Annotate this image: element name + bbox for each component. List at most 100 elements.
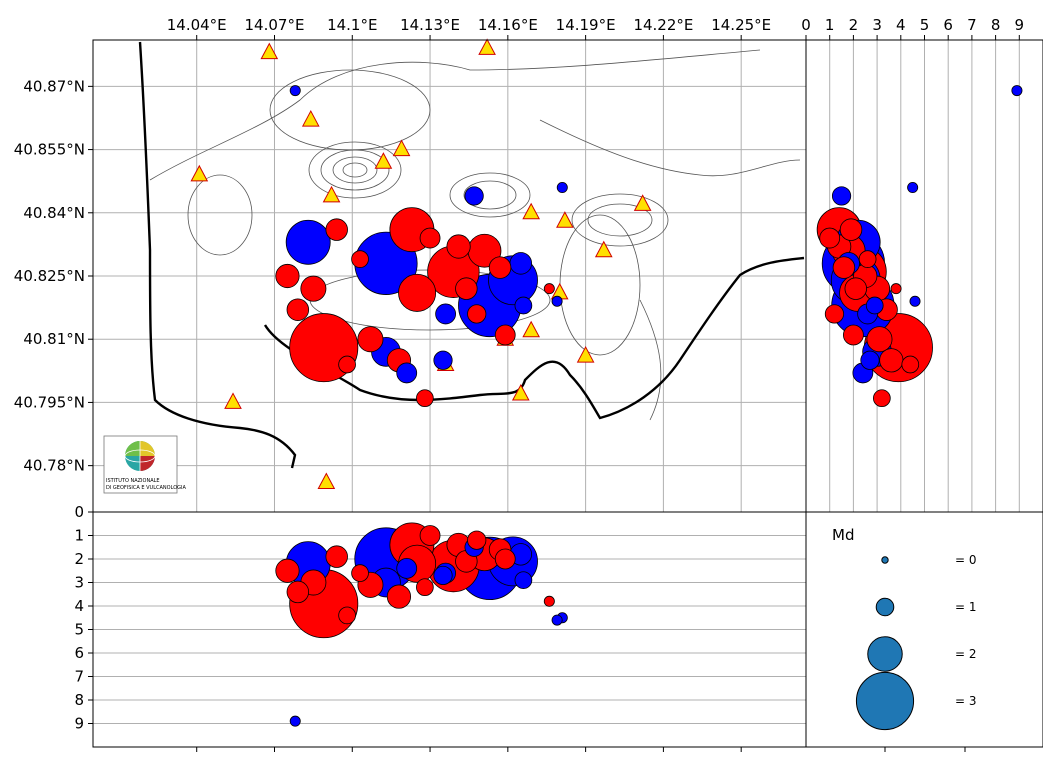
station-marker xyxy=(478,38,496,55)
station-marker xyxy=(556,211,574,228)
map-event-dot xyxy=(464,186,484,206)
right-event-dot xyxy=(831,186,852,206)
bottom-event-dot xyxy=(416,578,434,597)
map-event-dot xyxy=(286,298,310,321)
legend-label: = 1 xyxy=(955,600,977,614)
station-marker xyxy=(374,152,393,169)
map-event-dot xyxy=(509,252,533,275)
map-event-dot xyxy=(494,324,516,346)
map-y-tick-label: 40.84°N xyxy=(23,204,85,222)
map-y-tick-labels: 40.87°N 40.855°N 40.84°N 40.825°N 40.81°N 40.… xyxy=(14,77,93,475)
map-event-dot xyxy=(396,362,418,384)
legend-marker xyxy=(855,671,915,731)
coastline-gulf xyxy=(263,256,805,420)
map-panel: ISTITUTO NAZIONALE DI GEOFISICA E VULCAN… xyxy=(14,16,807,513)
right-x-tick-label: 0 xyxy=(801,16,811,34)
map-x-tick-labels: 14.04°E 14.07°E 14.1°E 14.13°E 14.16°E 14.19°… xyxy=(167,16,771,40)
legend-marker xyxy=(867,636,903,672)
bottom-y-tick-label: 4 xyxy=(74,597,84,615)
bottom-event-dot xyxy=(494,548,516,570)
right-event-dot xyxy=(844,277,867,300)
station-marker xyxy=(594,240,613,258)
bottom-event-dot xyxy=(419,525,441,546)
right-event-dot xyxy=(907,182,919,193)
map-y-tick-label: 40.81°N xyxy=(23,330,85,348)
bottom-event-dot xyxy=(338,606,356,625)
map-relief-contours xyxy=(149,49,801,421)
bottom-event-dot xyxy=(514,571,533,589)
relief-contour xyxy=(187,174,253,256)
right-x-tick-label: 3 xyxy=(872,16,882,34)
magnitude-legend: Md = 0 = 1 = 2 = 3 xyxy=(805,511,1043,752)
legend-label: = 3 xyxy=(955,694,977,708)
station-marker xyxy=(190,164,209,182)
map-event-dot xyxy=(514,296,533,315)
right-x-tick-label: 9 xyxy=(1015,16,1025,34)
right-x-tick-label: 7 xyxy=(967,16,977,34)
bottom-event-dot xyxy=(433,565,453,586)
map-event-dot xyxy=(446,234,471,259)
map-x-tick-label: 14.25°E xyxy=(711,16,771,34)
bottom-y-tick-label: 8 xyxy=(74,691,84,709)
map-y-tick-label: 40.855°N xyxy=(14,141,85,159)
legend-label: = 2 xyxy=(955,647,977,661)
bottom-y-tick-label: 1 xyxy=(74,527,84,545)
right-x-tick-label: 1 xyxy=(825,16,835,34)
right-x-tick-label: 6 xyxy=(943,16,953,34)
bottom-y-tick-label: 7 xyxy=(74,668,84,686)
depth-longitude-panel: 0 1 2 3 4 5 6 7 8 9 xyxy=(74,503,807,752)
station-marker xyxy=(522,202,541,220)
bottom-event-dot xyxy=(325,545,348,568)
map-x-tick-label: 14.04°E xyxy=(167,16,227,34)
relief-contour xyxy=(463,180,517,210)
map-event-dot xyxy=(398,273,437,312)
map-event-dot xyxy=(455,277,478,300)
station-marker xyxy=(576,346,595,363)
right-event-dot xyxy=(819,227,841,249)
map-event-dot xyxy=(325,218,348,241)
map-event-dot xyxy=(357,326,384,353)
map-event-dot xyxy=(285,219,331,265)
station-marker xyxy=(511,383,530,401)
station-marker xyxy=(392,139,411,157)
right-event-dot xyxy=(832,256,856,279)
right-x-tick-label: 2 xyxy=(849,16,859,34)
map-x-tick-label: 14.13°E xyxy=(400,16,460,34)
legend-label: = 0 xyxy=(955,553,977,567)
bottom-event-dot xyxy=(543,595,555,607)
map-event-dot xyxy=(556,182,568,193)
map-event-dot xyxy=(488,256,512,279)
station-marker xyxy=(224,392,242,409)
coastline-west xyxy=(138,41,297,469)
bottom-y-tick-label: 0 xyxy=(74,503,84,521)
bottom-y-tick-label: 6 xyxy=(74,644,84,662)
institute-logo: ISTITUTO NAZIONALE DI GEOFISICA E VULCAN… xyxy=(103,435,186,494)
map-x-tick-label: 14.1°E xyxy=(327,16,377,34)
legend-marker xyxy=(881,556,889,564)
relief-contour xyxy=(342,162,368,178)
map-y-tick-label: 40.795°N xyxy=(14,393,85,411)
legend-items: = 0 = 1 = 2 = 3 xyxy=(855,553,977,731)
relief-contour xyxy=(571,193,669,247)
bottom-panel-grid xyxy=(93,535,806,724)
relief-contour xyxy=(308,141,402,199)
map-x-tick-label: 14.07°E xyxy=(245,16,305,34)
station-marker xyxy=(301,110,320,127)
right-event-dot xyxy=(843,324,864,346)
bottom-y-tick-label: 2 xyxy=(74,550,84,568)
bottom-y-tick-labels: 0 1 2 3 4 5 6 7 8 9 xyxy=(74,503,93,733)
legend-marker xyxy=(875,597,895,617)
map-x-tick-label: 14.19°E xyxy=(556,16,616,34)
right-x-tick-label: 8 xyxy=(991,16,1001,34)
map-event-dot xyxy=(435,303,457,325)
station-marker xyxy=(322,185,341,203)
map-event-dot xyxy=(467,304,487,324)
bottom-event-dot xyxy=(467,530,487,550)
right-event-dot xyxy=(865,296,884,315)
map-y-tick-label: 40.825°N xyxy=(14,267,85,285)
relief-contour xyxy=(539,119,801,177)
bottom-x-tick-marks xyxy=(196,747,742,752)
map-coastline xyxy=(138,41,805,469)
bottom-event-dot xyxy=(386,584,412,609)
